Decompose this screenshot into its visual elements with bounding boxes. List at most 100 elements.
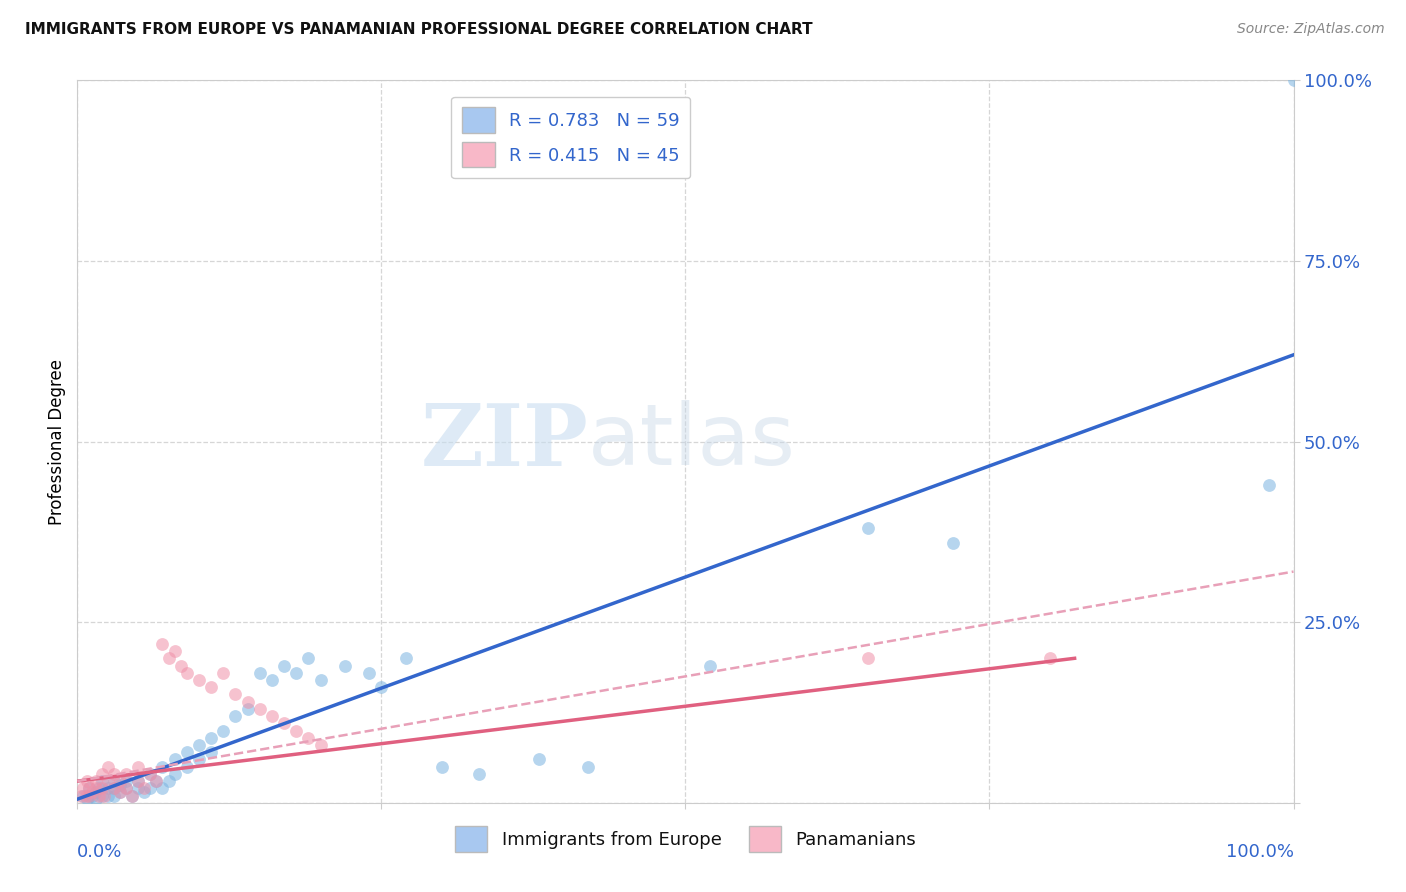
Point <box>576 760 599 774</box>
Text: 0.0%: 0.0% <box>77 843 122 861</box>
Point <box>856 521 879 535</box>
Point <box>90 781 112 796</box>
Point <box>152 781 174 796</box>
Point <box>90 767 112 781</box>
Point <box>236 702 259 716</box>
Point <box>152 637 174 651</box>
Point <box>285 665 308 680</box>
Point <box>139 767 162 781</box>
Point <box>115 781 138 796</box>
Point <box>79 789 101 803</box>
Point <box>212 665 235 680</box>
Point <box>108 785 131 799</box>
Point <box>134 785 156 799</box>
Point <box>79 781 101 796</box>
Point <box>139 781 162 796</box>
Point <box>103 781 125 796</box>
Point <box>157 651 180 665</box>
Point <box>152 760 174 774</box>
Point <box>212 723 235 738</box>
Point <box>200 731 222 745</box>
Point <box>90 774 112 789</box>
Point <box>157 774 180 789</box>
Point <box>97 789 120 803</box>
Point <box>115 774 138 789</box>
Point <box>127 781 149 796</box>
Point <box>359 665 381 680</box>
Point <box>1258 478 1281 492</box>
Point <box>134 781 156 796</box>
Point <box>80 789 103 803</box>
Point <box>260 709 283 723</box>
Point <box>260 673 283 687</box>
Point <box>103 781 125 796</box>
Point <box>856 651 879 665</box>
Point <box>79 781 101 796</box>
Text: 100.0%: 100.0% <box>1226 843 1294 861</box>
Point <box>145 774 167 789</box>
Point <box>75 789 97 803</box>
Point <box>79 789 101 803</box>
Text: Source: ZipAtlas.com: Source: ZipAtlas.com <box>1237 22 1385 37</box>
Point <box>285 723 308 738</box>
Point <box>115 781 138 796</box>
Point <box>121 789 143 803</box>
Point <box>97 781 120 796</box>
Point <box>176 760 198 774</box>
Point <box>309 673 332 687</box>
Point <box>163 644 186 658</box>
Point <box>170 658 193 673</box>
Y-axis label: Professional Degree: Professional Degree <box>48 359 66 524</box>
Point <box>108 778 131 792</box>
Point <box>1282 73 1305 87</box>
Point <box>430 760 453 774</box>
Point <box>72 789 94 803</box>
Point <box>127 774 149 789</box>
Point <box>249 665 271 680</box>
Point <box>90 789 112 803</box>
Point <box>309 738 332 752</box>
Point <box>224 687 246 701</box>
Point <box>273 658 295 673</box>
Point <box>76 774 98 789</box>
Point <box>97 774 120 789</box>
Point <box>188 738 211 752</box>
Point <box>273 716 295 731</box>
Text: ZIP: ZIP <box>420 400 588 483</box>
Point <box>297 651 319 665</box>
Point <box>249 702 271 716</box>
Point <box>93 789 115 803</box>
Point <box>97 760 120 774</box>
Point <box>176 665 198 680</box>
Point <box>297 731 319 745</box>
Text: IMMIGRANTS FROM EUROPE VS PANAMANIAN PROFESSIONAL DEGREE CORRELATION CHART: IMMIGRANTS FROM EUROPE VS PANAMANIAN PRO… <box>25 22 813 37</box>
Point <box>699 658 721 673</box>
Point <box>163 752 186 766</box>
Point <box>370 680 392 694</box>
Point <box>163 767 186 781</box>
Point <box>236 695 259 709</box>
Point <box>103 767 125 781</box>
Point <box>176 745 198 759</box>
Point <box>200 680 222 694</box>
Point <box>139 767 162 781</box>
Point <box>942 535 965 549</box>
Point <box>76 792 98 806</box>
Point <box>395 651 418 665</box>
Point <box>108 774 131 789</box>
Point <box>145 774 167 789</box>
Point <box>89 789 111 803</box>
Point <box>467 767 489 781</box>
Point <box>127 760 149 774</box>
Point <box>70 789 93 803</box>
Point <box>103 789 125 803</box>
Point <box>127 774 149 789</box>
Text: atlas: atlas <box>588 400 796 483</box>
Point <box>108 785 131 799</box>
Point <box>80 785 103 799</box>
Point <box>84 774 107 789</box>
Point <box>224 709 246 723</box>
Point <box>188 673 211 687</box>
Point <box>84 781 107 796</box>
Point <box>84 792 107 806</box>
